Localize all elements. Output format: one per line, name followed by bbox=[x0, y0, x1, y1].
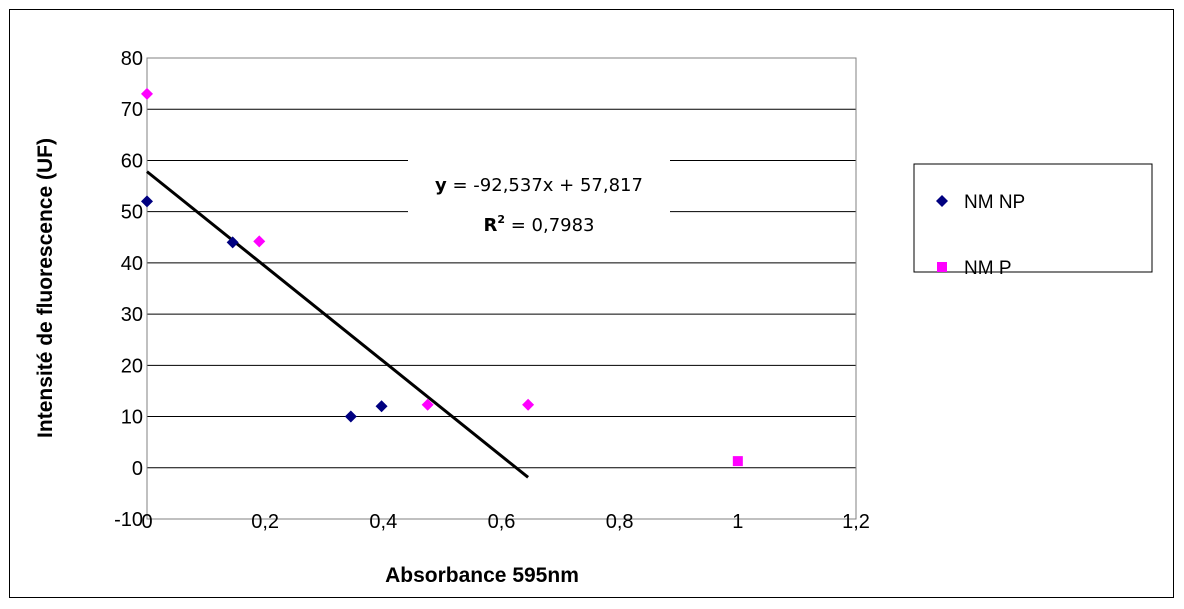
trendline bbox=[146, 170, 530, 479]
plot-area bbox=[146, 57, 857, 520]
data-point bbox=[421, 398, 434, 411]
data-point bbox=[732, 456, 743, 467]
y-tick-label: 40 bbox=[121, 253, 143, 275]
trendline-label bbox=[408, 155, 670, 255]
y-tick-label: 80 bbox=[121, 48, 143, 70]
y-tick-label: 10 bbox=[121, 407, 143, 429]
chart-frame: 80 70 60 50 40 30 20 10 0 -10 0 0,2 0,4 0,6 0,8 1 1,2 y … bbox=[9, 9, 1174, 598]
y-tick-label: -10 bbox=[114, 509, 143, 531]
data-point bbox=[141, 195, 153, 208]
x-tick-label: 1,2 bbox=[842, 511, 870, 533]
y-axis-title: Intensité de fluorescence (UF) bbox=[34, 138, 57, 438]
trendline-equation: y = -92,537x + 57,817 bbox=[435, 175, 643, 196]
x-tick-label: 0,2 bbox=[251, 511, 279, 533]
data-points bbox=[141, 87, 743, 467]
y-tick-label: 50 bbox=[121, 202, 143, 224]
y-tick-label: 70 bbox=[121, 99, 143, 121]
trendline-r2: R2 = 0,7983 bbox=[483, 213, 594, 236]
legend-marker bbox=[937, 262, 947, 272]
data-point bbox=[226, 236, 239, 249]
gridlines bbox=[147, 57, 856, 520]
x-tick-label: 0,4 bbox=[369, 511, 397, 533]
data-point bbox=[344, 410, 357, 423]
equation-rest: = -92,537x + 57,817 bbox=[447, 175, 643, 196]
equation-prefix: y bbox=[435, 175, 447, 196]
r2-rest: = 0,7983 bbox=[505, 215, 595, 236]
r2-prefix: R bbox=[483, 215, 497, 236]
trendline-layer bbox=[146, 170, 530, 479]
y-tick-label: 60 bbox=[121, 150, 143, 172]
legend-label: NM NP bbox=[964, 192, 1025, 213]
x-axis-title: Absorbance 595nm bbox=[385, 564, 579, 587]
r2-superscript: 2 bbox=[497, 213, 505, 226]
x-tick-label: 0,6 bbox=[488, 511, 516, 533]
y-tick-label: 0 bbox=[132, 458, 143, 480]
legend-marker bbox=[936, 195, 948, 207]
y-tick-label: 30 bbox=[121, 304, 143, 326]
data-point bbox=[375, 400, 388, 413]
legend: NM NP NM P bbox=[913, 163, 1153, 279]
data-point bbox=[141, 87, 153, 100]
x-tick-label: 0,8 bbox=[606, 511, 634, 533]
legend-label: NM P bbox=[964, 258, 1012, 279]
x-tick-label: 0 bbox=[141, 511, 152, 533]
y-tick-label: 20 bbox=[121, 355, 143, 377]
legend-box bbox=[913, 163, 1153, 273]
data-point bbox=[253, 235, 266, 248]
data-point bbox=[522, 398, 535, 411]
x-tick-label: 1 bbox=[732, 511, 743, 533]
